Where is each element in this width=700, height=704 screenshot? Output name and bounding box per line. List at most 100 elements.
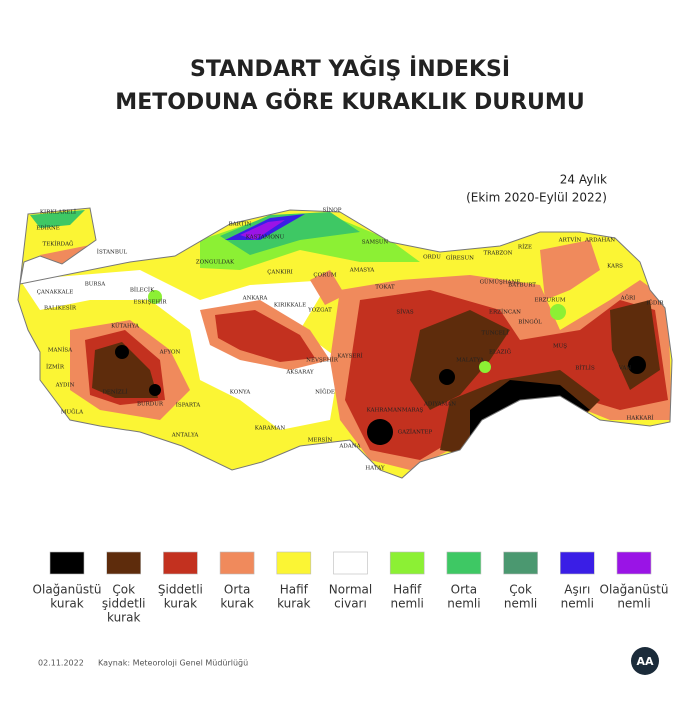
legend-label: Çok (509, 583, 532, 597)
city-label: TOKAT (375, 285, 395, 291)
city-label: KÜTAHYA (111, 323, 140, 330)
city-label: MUŞ (553, 344, 567, 350)
legend-swatch (333, 551, 368, 575)
city-label: IĞDIR (646, 299, 664, 307)
source: Kaynak: Meteoroloji Genel Müdürlüğü (98, 659, 248, 668)
city-label: EDİRNE (36, 225, 60, 232)
legend-label: Olağanüstü (600, 583, 669, 597)
legend-label: şiddetli (102, 597, 146, 611)
logo-badge (631, 647, 659, 675)
city-label: ARTVİN (558, 237, 582, 244)
city-label: AFYON (159, 350, 181, 356)
city-label: TEKİRDAĞ (43, 240, 74, 248)
city-label: ADIYAMAN (423, 402, 456, 408)
city-label: ÇORUM (313, 273, 336, 279)
city-label: ISPARTA (176, 403, 202, 409)
logo: AA (636, 655, 654, 668)
city-label: KASTAMONU (246, 235, 285, 241)
legend-swatch (106, 551, 141, 575)
city-label: SAMSUN (362, 240, 389, 246)
legend-swatch (163, 551, 198, 575)
city-label: ARDAHAN (584, 238, 615, 244)
city-label: BİTLİS (575, 365, 595, 372)
city-label: ORDU (423, 255, 441, 261)
legend-label: nemli (447, 597, 480, 611)
city-label: BURDUR (137, 402, 164, 408)
city-label: MALATYA (456, 358, 485, 364)
legend-label: Aşırı (564, 583, 590, 597)
city-label: ANTALYA (171, 433, 200, 439)
range: (Ekim 2020-Eylül 2022) (466, 191, 607, 205)
city-label: ÇANKIRI (267, 270, 293, 276)
legend-label: Şiddetli (158, 583, 203, 597)
city-label: GAZİANTEP (398, 429, 433, 436)
legend-swatch (219, 551, 255, 575)
legend-label: Orta (224, 583, 250, 597)
legend-swatch (49, 551, 85, 575)
city-label: AYDIN (55, 383, 75, 389)
legend-label: nemli (561, 597, 594, 611)
legend-label: kurak (164, 597, 197, 611)
city-label: KONYA (230, 390, 251, 396)
city-label: ADANA (338, 444, 361, 450)
legend-label: Hafif (280, 583, 309, 597)
city-labels: KIRKLARELİ EDİRNE TEKİRDAĞ İSTANBUL ÇANAKKAL… (36, 207, 664, 472)
city-label: İSTANBUL (97, 249, 128, 256)
title: METODUNA GÖRE KURAKLIK DURUMU (115, 89, 584, 115)
city-label: TUNCELİ (481, 330, 508, 337)
legend-label: nemli (504, 597, 537, 611)
legend-label: kurak (107, 611, 140, 625)
drought-map (18, 208, 672, 478)
legend-label: Orta (451, 583, 477, 597)
city-label: İZMİR (46, 364, 65, 371)
city-label: ÇANAKKALE (37, 290, 74, 296)
city-label: SİVAS (396, 309, 414, 316)
legend-label: kurak (50, 597, 83, 611)
city-label: MANİSA (48, 347, 73, 354)
city-label: KAHRAMANMARAŞ (367, 408, 424, 414)
city-label: BİNGÖL (518, 319, 542, 326)
city-label: KIRIKKALE (274, 303, 306, 309)
city-label: BARTIN (229, 222, 252, 228)
period: 24 Aylık (560, 173, 607, 187)
legend-swatch (503, 551, 538, 575)
city-label: KIRKLARELİ (40, 209, 76, 216)
city-label: ANKARA (242, 296, 269, 302)
legend-label: Çok (112, 583, 135, 597)
legend-label: Normal (329, 583, 372, 597)
city-label: MERSİN (308, 437, 333, 444)
legend: OlağanüstükurakÇokşiddetlikurakŞiddetlik… (33, 551, 669, 625)
city-label: SİNOP (323, 207, 342, 214)
legend-swatch (446, 551, 482, 575)
legend-label: nemli (391, 597, 424, 611)
legend-label: kurak (220, 597, 253, 611)
city-label: YOZGAT (307, 308, 332, 314)
city-label: GİRESUN (446, 255, 474, 262)
city-label: ELAZIĞ (489, 348, 511, 356)
city-label: BALIKESİR (44, 305, 77, 312)
legend-label: nemli (617, 597, 650, 611)
city-label: AMASYA (349, 268, 376, 274)
legend-swatch (389, 551, 425, 575)
city-label: ERZİNCAN (489, 309, 521, 316)
title: STANDART YAĞIŞ İNDEKSİ (190, 56, 510, 82)
city-label: RİZE (518, 244, 532, 251)
legend-label: Olağanüstü (33, 583, 102, 597)
city-label: HAKKARİ (626, 415, 653, 422)
city-label: GÜMÜŞHANE (480, 279, 521, 286)
city-label: NİĞDE (315, 388, 335, 396)
city-label: TRABZON (484, 251, 513, 257)
legend-label: civarı (334, 597, 367, 611)
city-label: DENİZLİ (102, 389, 127, 396)
city-label: ERZURUM (534, 298, 565, 304)
city-label: HATAY (365, 466, 385, 472)
city-label: KARAMAN (255, 426, 286, 432)
legend-label: kurak (277, 597, 310, 611)
city-label: BAYBURT (508, 283, 536, 289)
city-label: ESKİŞEHİR (134, 299, 168, 306)
city-label: BURSA (85, 282, 107, 288)
city-label: BİLECİK (130, 287, 155, 294)
legend-swatch (276, 551, 312, 575)
city-label: KAYSERİ (337, 353, 362, 360)
